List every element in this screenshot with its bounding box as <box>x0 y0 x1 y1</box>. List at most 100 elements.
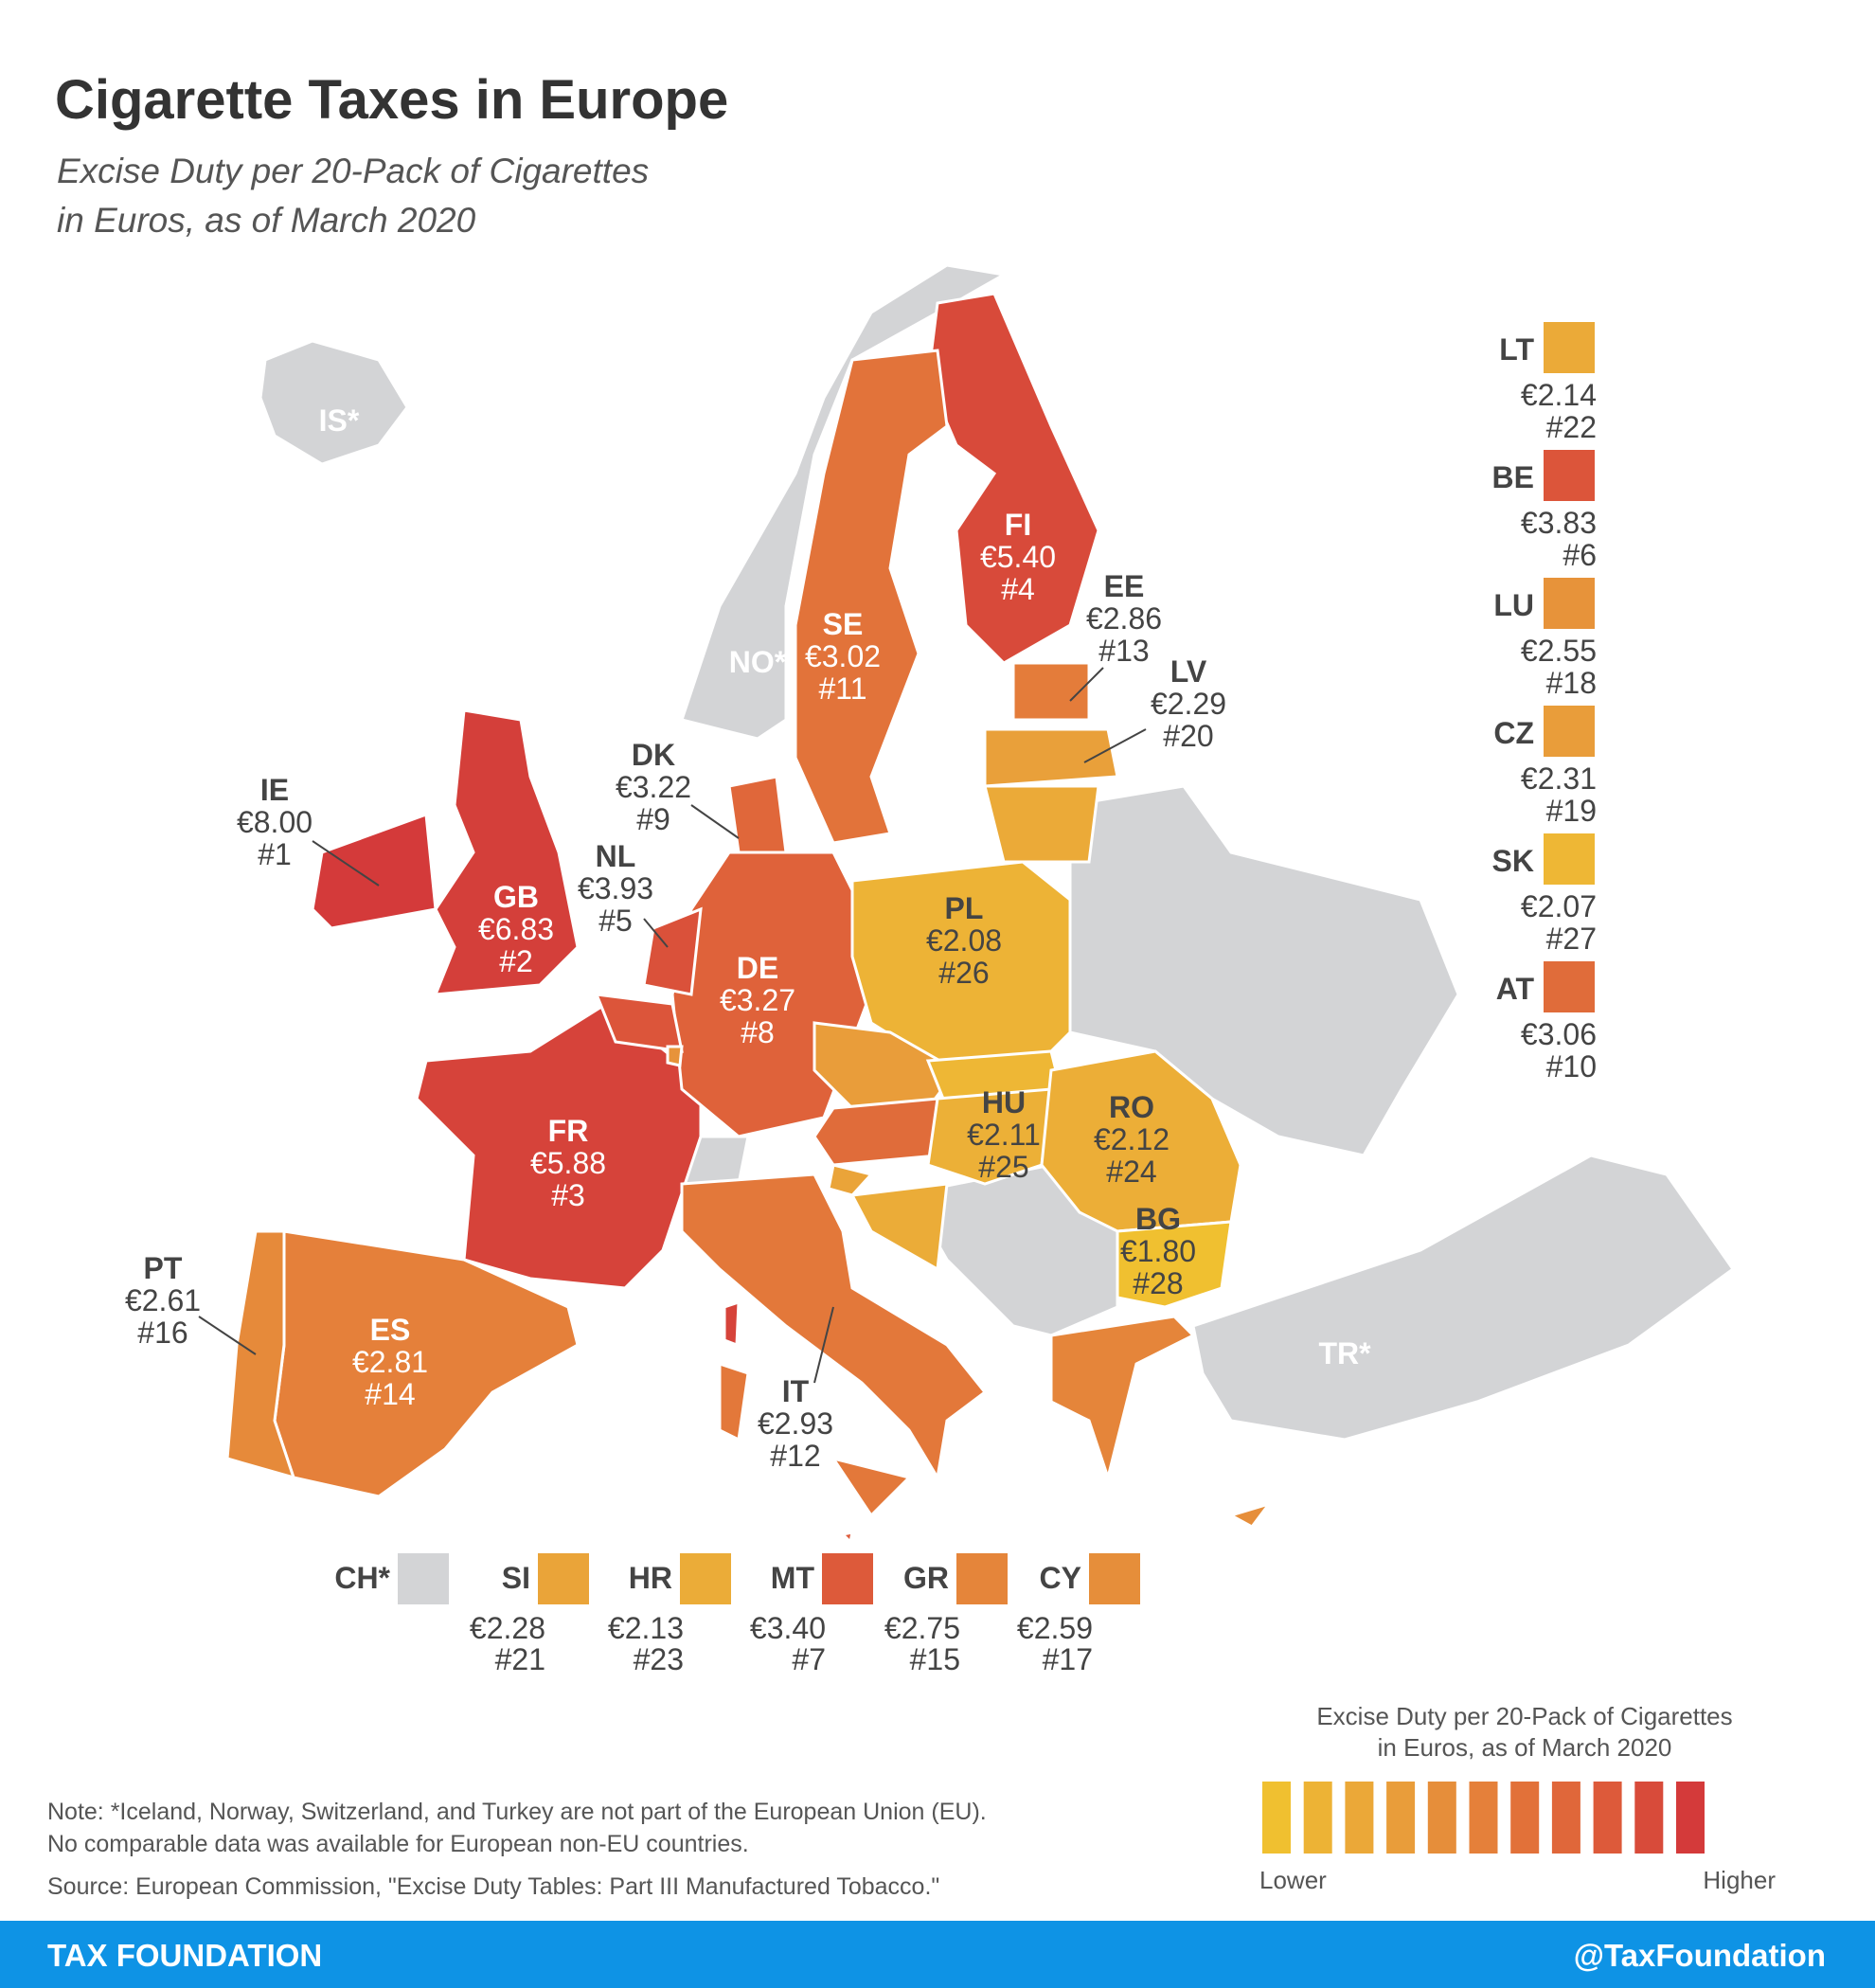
leader-line-nl <box>643 918 669 948</box>
country-se[interactable] <box>794 349 949 845</box>
scale-title-line-2: in Euros, as of March 2020 <box>1377 1733 1672 1762</box>
map-label-se-code: SE <box>823 607 864 641</box>
country-ie[interactable] <box>311 812 438 930</box>
map-label-fi-code: FI <box>1005 508 1031 542</box>
country-hu[interactable] <box>926 1087 1053 1186</box>
map-label-se-rank: #11 <box>818 672 866 706</box>
country-si[interactable] <box>827 1163 874 1197</box>
map-label-nl-tax: €3.93 <box>578 871 653 905</box>
map-label-es-tax: €2.81 <box>352 1345 428 1379</box>
map-label-fr-code: FR <box>548 1114 589 1148</box>
note-line-1: Note: *Iceland, Norway, Switzerland, and… <box>47 1799 987 1825</box>
twitter-handle[interactable]: @TaxFoundation <box>1573 1938 1826 1973</box>
swatch-lt <box>1544 322 1595 373</box>
country-at[interactable] <box>812 1097 939 1167</box>
map-label-hu-code: HU <box>982 1085 1026 1119</box>
swatch-lu <box>1544 578 1595 629</box>
swatch-gr <box>956 1553 1008 1604</box>
map-label-bg-rank: #28 <box>1133 1266 1183 1300</box>
map-label-dk-tax: €3.22 <box>616 770 691 804</box>
map-label-es-rank: #14 <box>365 1377 415 1411</box>
side-label-lu-code: LU <box>1493 588 1534 622</box>
country-tr[interactable] <box>1191 1154 1736 1442</box>
country-is[interactable] <box>259 339 409 466</box>
swatch-at <box>1544 961 1595 1012</box>
country-gb[interactable] <box>433 708 580 996</box>
footer-bar: TAX FOUNDATION @TaxFoundation <box>0 1921 1875 1988</box>
scale-title-line-1: Excise Duty per 20-Pack of Cigarettes <box>1316 1702 1733 1730</box>
country-pt[interactable] <box>225 1229 296 1480</box>
scale-swatch <box>1593 1782 1622 1854</box>
map-label-ie-rank: #1 <box>258 837 292 871</box>
country-ee[interactable] <box>1011 661 1091 722</box>
map-label-es-code: ES <box>370 1313 411 1347</box>
country-lu[interactable] <box>666 1045 684 1067</box>
side-label-at-code: AT <box>1496 972 1535 1006</box>
map-label-lv-rank: #20 <box>1163 719 1213 753</box>
country-lt[interactable] <box>983 784 1100 864</box>
country-dk[interactable] <box>727 775 788 854</box>
side-label-lu-tax: €2.55 <box>1521 634 1597 668</box>
bottom-label-si-rank: #21 <box>495 1642 545 1676</box>
map-label-pt-tax: €2.61 <box>125 1283 201 1317</box>
country-mt[interactable] <box>839 1531 854 1546</box>
side-label-lt-tax: €2.14 <box>1521 378 1597 412</box>
map-label-gb-tax: €6.83 <box>478 912 554 946</box>
scale-swatch <box>1262 1782 1291 1854</box>
country-it[interactable] <box>680 1173 988 1482</box>
side-label-sk-tax: €2.07 <box>1521 889 1597 923</box>
map-label-it-rank: #12 <box>770 1439 820 1473</box>
map-label-dk-rank: #9 <box>636 802 670 836</box>
swatch-cy <box>1089 1553 1140 1604</box>
leader-line-it <box>813 1306 834 1384</box>
brand-logo[interactable]: TAX FOUNDATION <box>47 1938 323 1973</box>
scale-title: Excise Duty per 20-Pack of Cigarettes in … <box>1250 1701 1799 1764</box>
country-gr[interactable] <box>1049 1315 1196 1483</box>
bottom-label-hr-rank: #23 <box>634 1642 684 1676</box>
map-label-it-code: IT <box>782 1374 810 1408</box>
country-bg[interactable] <box>1116 1220 1233 1309</box>
country-it-island[interactable] <box>830 1456 912 1518</box>
country-hr[interactable] <box>849 1182 949 1272</box>
country-nl[interactable] <box>642 906 703 996</box>
scale-swatch <box>1510 1782 1540 1854</box>
map-label-nl-code: NL <box>596 839 636 873</box>
scale-high-label: Higher <box>1703 1866 1776 1894</box>
bottom-label-mt-tax: €3.40 <box>750 1611 826 1645</box>
swatch-si <box>538 1553 589 1604</box>
country-cy[interactable] <box>1227 1501 1273 1529</box>
side-label-cz-rank: #19 <box>1546 794 1597 828</box>
country-no[interactable] <box>680 263 1009 741</box>
subtitle-line-2: in Euros, as of March 2020 <box>57 201 476 240</box>
side-label-be-tax: €3.83 <box>1521 506 1597 540</box>
map-label-fr-tax: €5.88 <box>530 1146 606 1180</box>
leader-line-dk <box>690 804 740 839</box>
map-label-dk-code: DK <box>632 738 675 772</box>
leader-line-pt <box>198 1316 257 1355</box>
side-label-sk-code: SK <box>1492 844 1534 878</box>
bottom-label-gr-rank: #15 <box>910 1642 960 1676</box>
country-fr[interactable] <box>415 1002 703 1290</box>
leader-line-ee <box>1069 667 1104 702</box>
map-label-ee-tax: €2.86 <box>1086 601 1162 636</box>
subtitle-line-1: Excise Duty per 20-Pack of Cigarettes <box>57 152 650 190</box>
swatch-sk <box>1544 833 1595 885</box>
country-lv[interactable] <box>983 727 1119 788</box>
note-line-2: No comparable data was available for Eur… <box>47 1831 749 1857</box>
side-label-cz-tax: €2.31 <box>1521 761 1597 796</box>
country-it-island[interactable] <box>718 1361 750 1442</box>
bottom-label-mt-rank: #7 <box>792 1642 826 1676</box>
country-fi[interactable] <box>926 292 1100 665</box>
scale-swatch <box>1386 1782 1416 1854</box>
map-label-se-tax: €3.02 <box>805 639 881 673</box>
map-label-bg-code: BG <box>1135 1202 1181 1236</box>
side-label-lt-rank: #22 <box>1546 410 1597 444</box>
swatch-cz <box>1544 706 1595 757</box>
country-fr-island[interactable] <box>723 1299 741 1348</box>
side-label-be-rank: #6 <box>1562 538 1597 572</box>
swatch-ch <box>398 1553 449 1604</box>
scale-swatch <box>1634 1782 1664 1854</box>
swatch-be <box>1544 450 1595 501</box>
map-label-no: NO* <box>729 645 787 679</box>
